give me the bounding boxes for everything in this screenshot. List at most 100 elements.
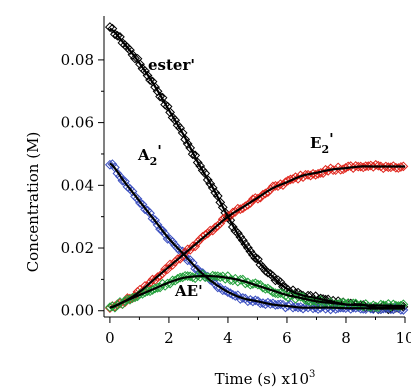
data-point: [235, 274, 246, 285]
x-axis-label: Time (s) x103: [215, 369, 316, 388]
x-axis-label-main: Time (s) x10: [215, 370, 309, 388]
series-label: AE': [174, 282, 203, 300]
data-point: [210, 187, 221, 198]
data-point: [348, 302, 359, 313]
data-point: [393, 301, 404, 311]
series-label-text: AE: [174, 282, 198, 300]
data-point: [343, 161, 354, 172]
y-axis-label-group: Concentration (M): [24, 132, 42, 273]
data-point: [104, 159, 115, 170]
data-point: [190, 263, 201, 274]
data-point: [202, 175, 213, 185]
data-point: [107, 159, 118, 170]
data-point: [170, 115, 181, 126]
data-point: [145, 75, 155, 85]
data-point: [207, 182, 218, 193]
data-point: [140, 204, 150, 215]
data-point: [355, 161, 366, 172]
data-point: [215, 197, 226, 208]
data-point: [263, 267, 273, 278]
y-tick-label: 0.08: [61, 51, 94, 69]
series-label: E2': [310, 130, 334, 156]
data-point: [207, 225, 218, 236]
data-point: [172, 273, 183, 284]
series-label-prime: ': [157, 142, 162, 160]
data-point: [127, 49, 138, 60]
data-point: [150, 82, 160, 93]
series-label-text: A: [137, 146, 150, 164]
series-label-text: ester: [148, 56, 191, 74]
data-point: [237, 274, 248, 285]
data-point: [192, 264, 203, 275]
data-point: [395, 300, 406, 311]
data-point: [270, 275, 281, 286]
y-tick-label: 0.00: [61, 302, 94, 320]
data-point: [320, 164, 331, 175]
data-point: [157, 225, 168, 236]
data-point: [157, 268, 168, 279]
series-label: ester': [148, 56, 195, 74]
series-label-subscript: 2: [321, 143, 329, 156]
data-point: [142, 70, 153, 81]
data-point: [177, 272, 188, 283]
data-point: [222, 271, 233, 282]
series-label: A2': [137, 142, 162, 168]
data-point: [205, 178, 216, 189]
data-point: [147, 213, 158, 224]
data-point: [155, 91, 165, 102]
data-point: [227, 222, 238, 232]
data-point: [212, 220, 223, 231]
series-labels: ester'A2' E2'AE': [137, 56, 334, 300]
data-point: [285, 174, 296, 185]
data-point: [258, 262, 268, 273]
data-point: [160, 229, 170, 239]
data-point: [252, 279, 263, 290]
data-point: [275, 299, 286, 310]
data-point: [217, 285, 228, 296]
data-point: [365, 160, 376, 171]
data-point: [283, 300, 293, 311]
data-point: [283, 175, 293, 186]
data-point: [117, 175, 128, 186]
data-point: [135, 59, 145, 70]
data-point: [398, 161, 409, 172]
series-label-prime: ': [190, 56, 195, 74]
series-label-text: E: [310, 134, 321, 152]
x-axis-label-exponent: 3: [309, 369, 315, 380]
data-point: [104, 22, 115, 32]
data-point: [295, 170, 306, 181]
data-point: [192, 157, 203, 168]
data-point: [132, 193, 143, 204]
data-point: [268, 181, 278, 192]
data-point: [152, 219, 163, 230]
data-point: [295, 302, 306, 312]
series-label-prime: ': [198, 282, 203, 300]
y-tick-label: 0.04: [61, 176, 94, 194]
x-tick-label: 6: [282, 329, 292, 347]
x-tick-label: 2: [164, 329, 174, 347]
data-point: [250, 253, 261, 264]
data-point: [110, 29, 120, 40]
y-axis-label: Concentration (M): [24, 132, 42, 273]
x-tick-label: 0: [105, 329, 115, 347]
data-point: [212, 282, 223, 293]
fit-line: [109, 165, 405, 309]
data-point: [165, 107, 176, 118]
data-point: [192, 270, 203, 281]
data-point: [263, 187, 273, 197]
fit-line: [109, 274, 405, 309]
data-point: [250, 278, 261, 289]
data-point: [180, 134, 191, 145]
data-point: [232, 228, 243, 239]
data-point: [155, 224, 165, 234]
x-tick-label: 4: [223, 329, 233, 347]
y-tick-label: 0.02: [61, 239, 94, 257]
data-point: [115, 171, 125, 182]
data-point: [175, 253, 186, 264]
data-point: [175, 123, 186, 134]
data-point: [155, 270, 165, 281]
series-label-subscript: 2: [150, 155, 158, 168]
y-tick-label: 0.06: [61, 114, 94, 132]
data-point: [373, 160, 384, 171]
